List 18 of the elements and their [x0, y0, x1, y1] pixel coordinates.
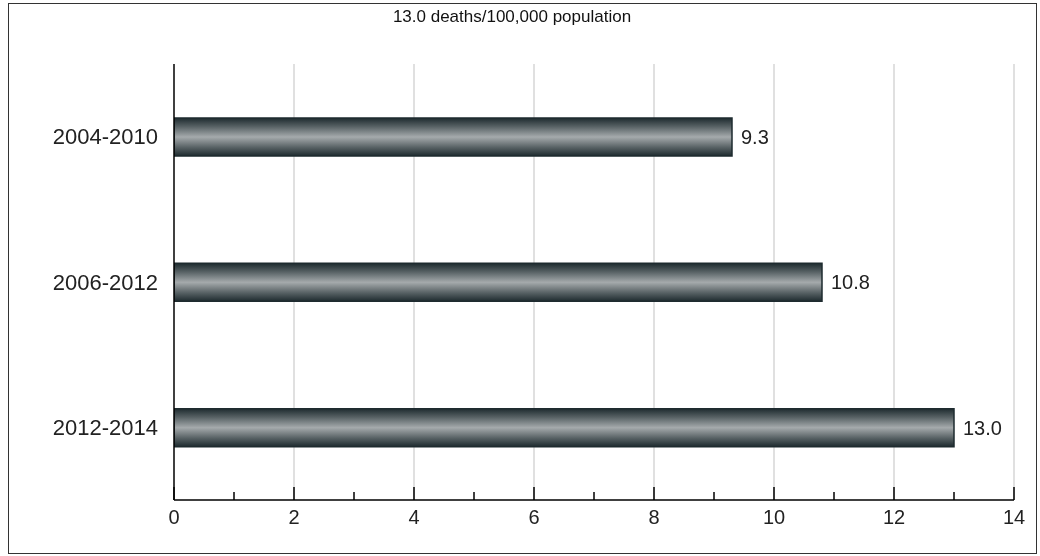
- x-tick-label: 8: [648, 506, 660, 528]
- x-tick-label: 4: [408, 506, 420, 528]
- x-tick-label: 10: [762, 506, 786, 528]
- bar: [174, 407, 955, 448]
- chart-title: 13.0 deaths/100,000 population: [392, 7, 632, 26]
- y-tick-label: 2006-2012: [52, 269, 158, 295]
- x-tick-label: 12: [882, 506, 906, 528]
- x-tick-label: 6: [528, 506, 540, 528]
- x-tick-label: 2: [288, 506, 300, 528]
- bar: [174, 117, 733, 157]
- x-tick-label: 0: [168, 506, 180, 528]
- bar: [174, 262, 823, 303]
- x-tick-label: 14: [1002, 506, 1026, 528]
- y-tick-label: 2012-2014: [52, 415, 158, 441]
- data-label: 13.0: [963, 416, 1002, 439]
- data-label: 10.8: [831, 271, 870, 294]
- data-label: 9.3: [741, 126, 769, 149]
- y-tick-label: 2004-2010: [52, 124, 158, 150]
